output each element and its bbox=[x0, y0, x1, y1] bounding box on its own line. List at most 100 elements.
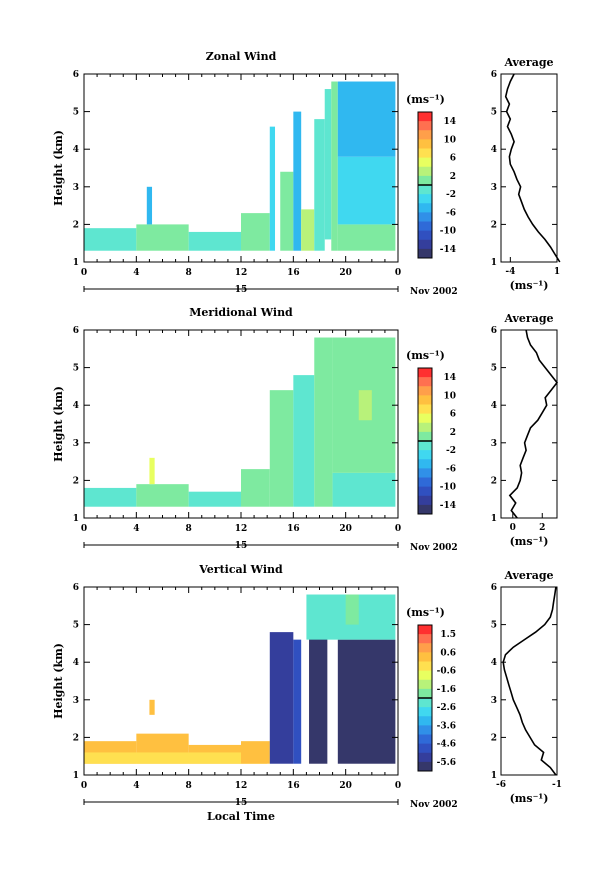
profile-y-tick-label: 2 bbox=[491, 476, 497, 486]
profile-y-tick-label: 2 bbox=[491, 220, 497, 230]
colorbar-unit: (ms⁻¹) bbox=[406, 349, 445, 362]
y-axis-label: Height (km) bbox=[52, 386, 65, 462]
y-tick-label: 4 bbox=[73, 401, 79, 411]
heatmap-cell bbox=[84, 752, 268, 764]
y-tick-label: 4 bbox=[73, 145, 79, 155]
x-tick-label: 4 bbox=[133, 781, 139, 791]
colorbar-segment bbox=[418, 459, 432, 469]
x-tick-label: 0 bbox=[81, 781, 87, 791]
colorbar-tick-label: -3.6 bbox=[437, 721, 456, 731]
profile-frame bbox=[500, 73, 558, 263]
colorbar-segment bbox=[418, 422, 432, 433]
panel-title: Zonal Wind bbox=[206, 50, 277, 63]
colorbar-tick-label: -10 bbox=[440, 483, 456, 493]
profile-title: Average bbox=[503, 56, 553, 69]
colorbar-tick-label: -2.6 bbox=[437, 703, 456, 713]
x-tick-label: 16 bbox=[287, 268, 300, 278]
colorbar-tick-label: -0.6 bbox=[437, 667, 456, 677]
y-tick-label: 2 bbox=[73, 476, 79, 486]
x-tick-label: 0 bbox=[81, 268, 87, 278]
colorbar-segment bbox=[418, 203, 432, 213]
x-tick-label: 0 bbox=[395, 781, 401, 791]
profile-frame bbox=[500, 586, 558, 776]
colorbar-segment bbox=[418, 221, 432, 232]
colorbar-tick-label: -2 bbox=[446, 190, 456, 200]
profile-y-tick-label: 1 bbox=[491, 771, 497, 781]
heatmap-cell bbox=[84, 228, 137, 251]
heatmap-cell bbox=[337, 224, 396, 251]
heatmap-cell bbox=[280, 171, 294, 251]
x-tick-label: 20 bbox=[339, 524, 352, 534]
heatmap-cell bbox=[337, 81, 396, 157]
colorbar-segment bbox=[418, 652, 432, 662]
colorbar-segment bbox=[418, 386, 432, 396]
profile-y-tick-label: 6 bbox=[491, 326, 497, 336]
y-tick-label: 3 bbox=[73, 696, 79, 706]
colorbar-segment bbox=[418, 377, 432, 387]
colorbar-segment bbox=[418, 761, 432, 772]
profile-title: Average bbox=[503, 569, 553, 582]
profile-x-tick-label: -1 bbox=[552, 780, 562, 790]
x-tick-label: 12 bbox=[235, 781, 248, 791]
heatmap-cell bbox=[241, 741, 270, 764]
colorbar-segment bbox=[418, 725, 432, 735]
colorbar-segment bbox=[418, 707, 432, 717]
y-tick-label: 3 bbox=[73, 439, 79, 449]
colorbar-unit: (ms⁻¹) bbox=[406, 93, 445, 106]
y-tick-label: 6 bbox=[73, 70, 79, 80]
x-tick-label: 8 bbox=[186, 524, 192, 534]
colorbar-segment bbox=[418, 477, 432, 488]
colorbar-tick-label: 10 bbox=[443, 135, 456, 145]
heatmap-cell bbox=[188, 491, 241, 507]
profile-x-unit: (ms⁻¹) bbox=[510, 279, 549, 292]
profile-y-tick-label: 3 bbox=[491, 696, 497, 706]
profile-x-tick-label: -4 bbox=[505, 267, 515, 277]
y-tick-label: 1 bbox=[73, 514, 79, 524]
profile-x-tick-label: -6 bbox=[496, 780, 506, 790]
y-tick-label: 5 bbox=[73, 364, 79, 374]
y-tick-label: 2 bbox=[73, 733, 79, 743]
panel-title: Meridional Wind bbox=[189, 306, 293, 319]
colorbar-segment bbox=[418, 634, 432, 644]
profile-y-tick-label: 4 bbox=[491, 401, 497, 411]
colorbar-tick-label: -1.6 bbox=[437, 685, 456, 695]
heatmap-cell bbox=[358, 390, 372, 421]
heatmap-cell bbox=[269, 390, 294, 507]
colorbar-tick-label: 2 bbox=[450, 428, 456, 438]
heatmap-cell bbox=[136, 224, 189, 251]
colorbar-segment bbox=[418, 148, 432, 159]
colorbar-segment bbox=[418, 230, 432, 241]
x-tick-label: 20 bbox=[339, 268, 352, 278]
colorbar-tick-label: 14 bbox=[443, 117, 456, 127]
profile-y-tick-label: 4 bbox=[491, 658, 497, 668]
colorbar-tick-label: -2 bbox=[446, 446, 456, 456]
colorbar-segment bbox=[418, 698, 432, 708]
profile-y-tick-label: 6 bbox=[491, 583, 497, 593]
x-tick-label: 8 bbox=[186, 781, 192, 791]
heatmap-cell bbox=[314, 119, 325, 251]
colorbar-segment bbox=[418, 212, 432, 222]
y-axis-label: Height (km) bbox=[52, 643, 65, 719]
y-tick-label: 5 bbox=[73, 621, 79, 631]
heatmap-cell bbox=[241, 213, 270, 251]
heatmap-cell bbox=[331, 81, 338, 251]
colorbar-tick-label: 2 bbox=[450, 172, 456, 182]
heatmap-cell bbox=[293, 375, 315, 507]
colorbar-tick-label: 6 bbox=[450, 410, 456, 420]
colorbar-tick-label: 1.5 bbox=[440, 630, 456, 640]
colorbar-segment bbox=[418, 468, 432, 478]
colorbar-tick-label: 14 bbox=[443, 373, 456, 383]
colorbar-segment bbox=[418, 194, 432, 204]
x-tick-label: 0 bbox=[81, 524, 87, 534]
heatmap-cell bbox=[149, 699, 155, 715]
profile-y-tick-label: 6 bbox=[491, 70, 497, 80]
profile-y-tick-label: 5 bbox=[491, 364, 497, 374]
colorbar-segment bbox=[418, 185, 432, 195]
profile-x-tick-label: 0 bbox=[510, 523, 516, 533]
x-tick-label: 16 bbox=[287, 781, 300, 791]
colorbar-segment bbox=[418, 395, 432, 405]
y-tick-label: 4 bbox=[73, 658, 79, 668]
heatmap-cell bbox=[301, 209, 315, 251]
colorbar-unit: (ms⁻¹) bbox=[406, 606, 445, 619]
